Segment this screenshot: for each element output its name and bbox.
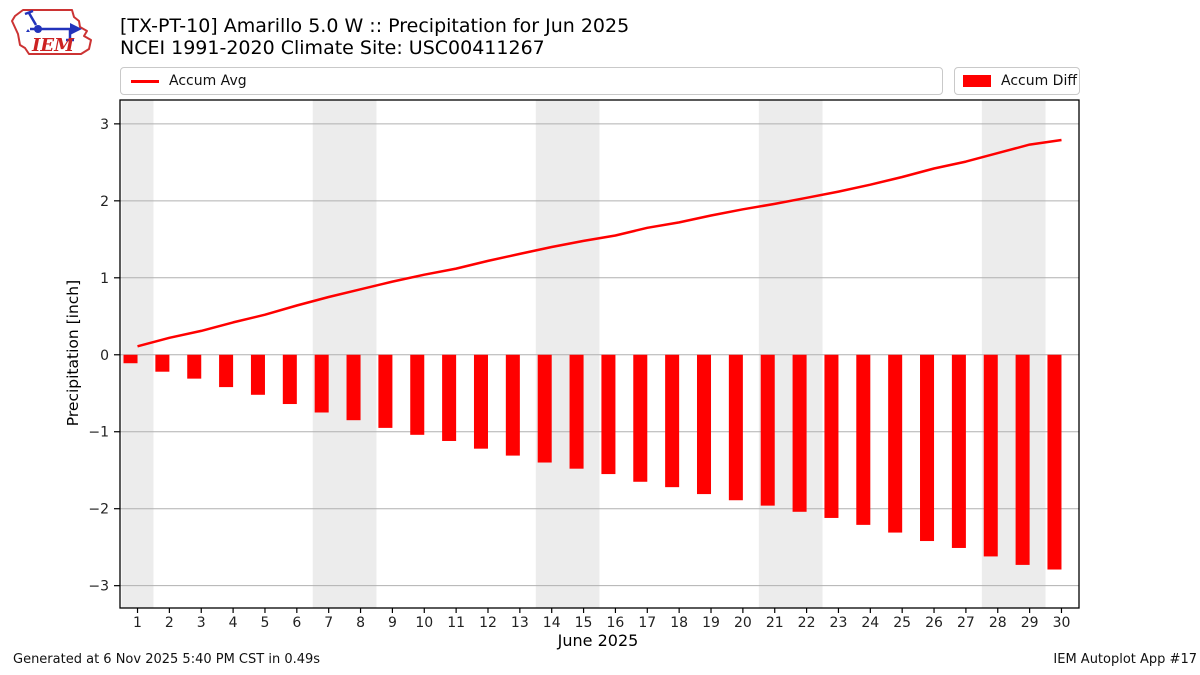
x-tick-label: 23	[830, 615, 848, 631]
generated-timestamp: Generated at 6 Nov 2025 5:40 PM CST in 0…	[13, 652, 321, 667]
accum-diff-bar	[792, 354, 807, 512]
y-tick-label: −2	[88, 502, 109, 518]
accum-diff-bar	[378, 354, 393, 428]
accum-diff-bar	[410, 354, 425, 435]
x-tick-label: 29	[1021, 615, 1039, 631]
accum-diff-bar	[1047, 354, 1062, 570]
weekend-band	[312, 100, 377, 608]
x-tick-label: 19	[702, 615, 720, 631]
x-tick-label: 5	[261, 615, 270, 631]
y-tick-label: −1	[88, 425, 109, 441]
x-tick-label: 28	[989, 615, 1007, 631]
accum-avg-line	[137, 138, 1062, 348]
y-tick-label: 3	[100, 117, 109, 133]
x-tick-label: 18	[670, 615, 688, 631]
x-tick-label: 22	[798, 615, 816, 631]
accum-diff-bar	[346, 354, 361, 421]
accum-diff-bar	[633, 354, 648, 482]
x-tick-label: 13	[511, 615, 529, 631]
y-tick-label: 1	[100, 271, 109, 287]
x-tick-label: 12	[479, 615, 497, 631]
accum-diff-bar	[1015, 354, 1030, 565]
weather-vane-icon	[24, 9, 82, 42]
accum-diff-label: Accum Diff	[1001, 73, 1078, 89]
accum-diff-bar	[728, 354, 743, 501]
chart-subtitle: NCEI 1991-2020 Climate Site: USC00411267	[120, 37, 545, 59]
accum-diff-bar	[473, 354, 488, 449]
accum-avg-line-swatch-icon	[131, 79, 159, 83]
x-tick-label: 7	[324, 615, 333, 631]
accum-diff-bar	[537, 354, 552, 463]
y-axis-label: Precipitation [inch]	[64, 279, 82, 427]
x-tick-label: 27	[957, 615, 975, 631]
y-tick-label: 2	[100, 194, 109, 210]
accum-diff-bar	[187, 354, 202, 379]
accum-diff-bar	[888, 354, 903, 533]
accum-diff-bar	[920, 354, 935, 542]
accum-diff-bar	[219, 354, 234, 388]
accum-diff-bar	[983, 354, 998, 557]
x-tick-label: 15	[575, 615, 593, 631]
x-tick-label: 17	[638, 615, 656, 631]
x-tick-label: 21	[766, 615, 784, 631]
accum-diff-bar	[155, 354, 170, 372]
iem-logo: IEM	[11, 9, 92, 56]
x-tick-label: 25	[893, 615, 911, 631]
accum-diff-bar	[250, 354, 265, 395]
accum-diff-bar	[314, 354, 329, 413]
accum-diff-bar	[123, 354, 138, 364]
logo-text: IEM	[31, 35, 75, 56]
y-tick-label: 0	[100, 348, 109, 364]
x-tick-label: 1	[133, 615, 142, 631]
weekend-band	[758, 100, 823, 608]
x-tick-label: 30	[1053, 615, 1071, 631]
app-credit: IEM Autoplot App #17	[1053, 652, 1197, 667]
x-tick-label: 8	[356, 615, 365, 631]
accum-diff-bar	[665, 354, 680, 488]
x-tick-label: 20	[734, 615, 752, 631]
y-tick-label: −3	[88, 579, 109, 595]
x-tick-label: 4	[229, 615, 238, 631]
weekend-band	[121, 100, 154, 608]
accum-diff-bar-swatch-icon	[963, 75, 991, 87]
accum-diff-bar	[569, 354, 584, 469]
chart-title: [TX-PT-10] Amarillo 5.0 W :: Precipitati…	[120, 15, 630, 37]
legend-accum-diff: Accum Diff	[954, 67, 1080, 95]
x-axis-label: June 2025	[557, 631, 639, 650]
x-tick-label: 2	[165, 615, 174, 631]
accum-diff-bar	[824, 354, 839, 518]
x-tick-label: 9	[388, 615, 397, 631]
accum-diff-bar	[696, 354, 712, 495]
weekend-band	[535, 100, 600, 608]
x-tick-label: 14	[543, 615, 561, 631]
accum-diff-bar	[601, 354, 616, 475]
accum-diff-bar	[760, 354, 775, 506]
accum-diff-bar	[856, 354, 871, 525]
x-tick-label: 16	[607, 615, 625, 631]
accum-avg-label: Accum Avg	[169, 73, 247, 89]
x-tick-label: 6	[292, 615, 301, 631]
plot-border	[119, 99, 1080, 609]
x-tick-label: 10	[415, 615, 433, 631]
x-tick-label: 11	[447, 615, 465, 631]
chart-title-block: [TX-PT-10] Amarillo 5.0 W :: Precipitati…	[120, 15, 629, 59]
iowa-outline-icon	[11, 9, 92, 55]
accum-diff-bar	[282, 354, 297, 405]
accum-diff-bar	[951, 354, 966, 548]
x-tick-label: 3	[197, 615, 206, 631]
accum-diff-bar	[505, 354, 520, 456]
x-tick-label: 26	[925, 615, 943, 631]
x-tick-label: 24	[861, 615, 879, 631]
legend-accum-avg: Accum Avg	[120, 67, 943, 95]
accum-diff-bar	[442, 354, 457, 441]
